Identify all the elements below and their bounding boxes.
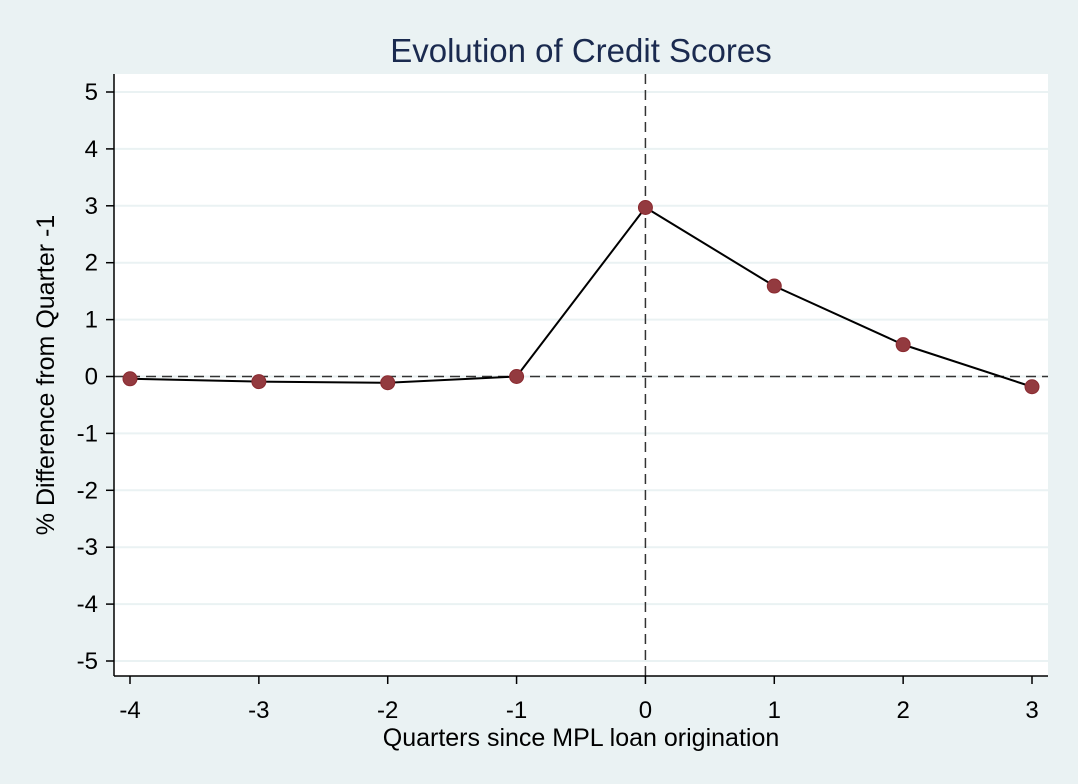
y-tick-label: 2 <box>85 250 98 277</box>
data-point <box>380 375 396 391</box>
chart-title: Evolution of Credit Scores <box>390 32 772 69</box>
y-tick-label: 1 <box>85 307 98 334</box>
data-point <box>509 369 525 384</box>
y-tick-label: -3 <box>77 534 98 561</box>
x-tick-label: 0 <box>639 697 652 724</box>
y-tick-label: 0 <box>85 364 98 391</box>
plot-area <box>114 74 1048 676</box>
series <box>122 200 1040 395</box>
y-axis-title: % Difference from Quarter -1 <box>32 215 60 535</box>
y-tick-label: -4 <box>77 591 98 618</box>
data-point <box>1024 379 1040 395</box>
series-line <box>129 206 1033 388</box>
x-tick-label: -2 <box>377 697 398 724</box>
x-tick-label: -4 <box>119 697 140 724</box>
data-point <box>895 337 911 353</box>
x-tick-label: 2 <box>896 697 909 724</box>
y-tick-label: -2 <box>77 477 98 504</box>
y-tick-label: 5 <box>85 79 98 106</box>
reference-lines <box>114 74 1048 676</box>
y-tick-label: 4 <box>85 136 98 163</box>
axes: -5 -4 -3 -2 -1 0 1 2 3 4 5 -4 -3 -2 -1 0 1 2 3 <box>77 74 1048 724</box>
data-point <box>766 278 782 294</box>
x-tick-label: -3 <box>248 697 269 724</box>
x-tick-label: 3 <box>1025 697 1038 724</box>
data-point <box>251 374 267 390</box>
y-tick-label: -1 <box>77 420 98 447</box>
x-tick-label: 1 <box>768 697 781 724</box>
data-point <box>637 200 653 216</box>
x-axis-title: Quarters since MPL loan origination <box>383 724 780 752</box>
y-tick-label: 3 <box>85 193 98 220</box>
x-tick-label: -1 <box>506 697 527 724</box>
data-point <box>122 371 138 387</box>
y-tick-label: -5 <box>77 648 98 675</box>
